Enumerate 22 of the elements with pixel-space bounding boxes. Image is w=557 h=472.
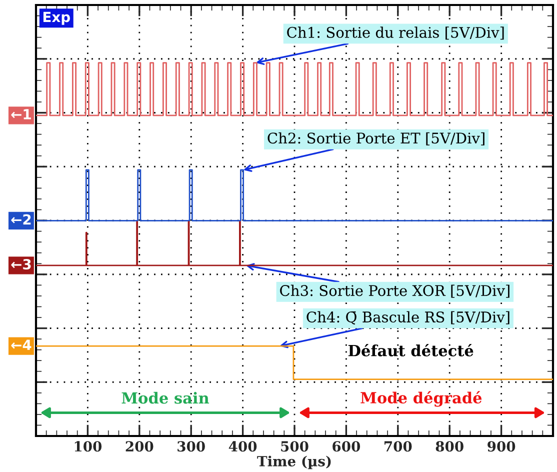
series-label: ←2 <box>11 214 31 225</box>
annotation: Mode dégradé <box>360 391 482 407</box>
x-tick-label: 300 <box>178 441 205 452</box>
annotation: Ch2: Sortie Porte ET [5V/Div] <box>268 132 484 146</box>
x-axis-title: Time (µs) <box>257 456 331 470</box>
annotation: Ch4: Q̄ Bascule RS [5V/Div] <box>306 311 510 325</box>
x-tick-label: 600 <box>332 441 360 452</box>
annotation: Mode sain <box>122 392 210 404</box>
x-tick-label: 200 <box>126 441 154 452</box>
annotation: Ch3: Sortie Porte XOR [5V/Div] <box>280 284 510 298</box>
x-tick-label: 700 <box>384 441 412 452</box>
series-label: ←1 <box>11 109 31 120</box>
series-label: ←4 <box>11 340 32 350</box>
annotation: Ch1: Sortie du relais [5V/Div] <box>287 26 504 40</box>
series-label: ←3 <box>11 258 31 270</box>
text: Exp <box>43 12 70 25</box>
x-tick-label: 100 <box>74 441 102 452</box>
x-tick-label: 500 <box>281 441 308 452</box>
x-tick-label: 400 <box>228 441 257 452</box>
x-tick-label: 800 <box>436 441 464 452</box>
x-tick-label: 900 <box>488 441 516 452</box>
annotation: Défaut détecté <box>348 344 474 356</box>
